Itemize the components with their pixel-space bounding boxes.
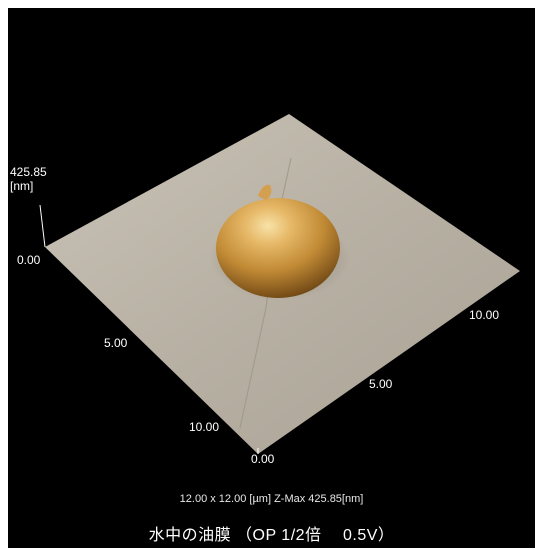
scan-info-caption: 12.00 x 12.00 [µm] Z-Max 425.85[nm] bbox=[179, 493, 364, 505]
x-tick-label-1: 5.00 bbox=[369, 377, 393, 391]
image-title: 水中の油膜 （OP 1/2倍 0.5V） bbox=[148, 527, 395, 544]
x-tick-label-0: 0.00 bbox=[251, 452, 275, 466]
surface-scratch bbox=[239, 157, 292, 429]
y-tick-label-0: 5.00 bbox=[104, 336, 128, 350]
y-tick-label-1: 10.00 bbox=[189, 420, 219, 434]
z-unit-label: [nm] bbox=[10, 179, 33, 193]
droplet-tip bbox=[258, 184, 272, 200]
z-axis-line bbox=[39, 204, 46, 248]
afm-3d-viewport: 425.85 [nm] 0.00 0.00 5.00 10.00 5.00 10… bbox=[8, 8, 535, 548]
x-tick-label-2: 10.00 bbox=[469, 308, 499, 322]
afm-surface-plot: 425.85 [nm] 0.00 0.00 5.00 10.00 5.00 10… bbox=[10, 114, 520, 466]
z-max-label: 425.85 bbox=[10, 165, 47, 179]
z-min-label: 0.00 bbox=[17, 253, 41, 267]
oil-droplet bbox=[216, 198, 340, 298]
